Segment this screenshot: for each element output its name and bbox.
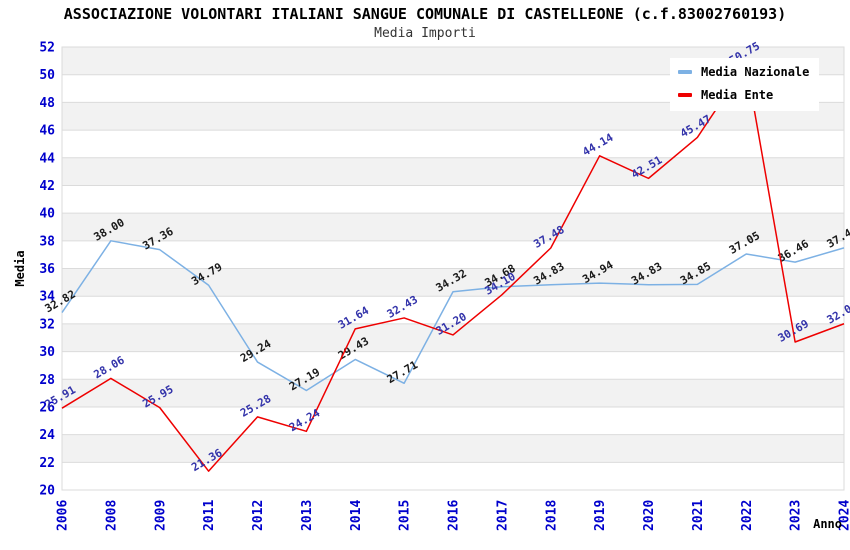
x-tick-label: 2018 — [544, 500, 559, 531]
plot-band — [62, 434, 844, 463]
y-tick-label: 50 — [39, 68, 55, 83]
x-tick-label: 2022 — [740, 500, 755, 531]
plot-band — [62, 323, 844, 352]
chart-title: ASSOCIAZIONE VOLONTARI ITALIANI SANGUE C… — [63, 5, 787, 23]
y-tick-label: 20 — [39, 484, 55, 499]
legend-swatch-media-nazionale — [678, 70, 692, 74]
y-tick-label: 46 — [39, 124, 55, 139]
y-tick-label: 44 — [39, 151, 55, 166]
x-tick-label: 2016 — [447, 500, 462, 531]
legend-label-media-ente: Media Ente — [701, 88, 774, 102]
plot-band — [62, 213, 844, 241]
y-tick-label: 52 — [39, 41, 55, 56]
y-tick-label: 42 — [39, 179, 55, 194]
plot-band — [62, 379, 844, 407]
series-line-media-ente — [61, 63, 845, 472]
x-tick-label: 2024 — [838, 500, 850, 531]
data-label-media-ente: 28.06 — [92, 353, 128, 381]
y-tick-label: 38 — [39, 234, 55, 249]
data-label-media-ente: 44.14 — [580, 131, 616, 159]
data-label-media-ente: 32.43 — [385, 293, 420, 321]
y-tick-label: 28 — [39, 373, 55, 388]
legend-label-media-nazionale: Media Nazionale — [701, 65, 810, 79]
series-line-media-nazionale — [61, 240, 845, 392]
x-tick-label: 2023 — [789, 500, 804, 531]
x-tick-label: 2014 — [349, 500, 364, 531]
y-axis-title: Media — [13, 250, 27, 286]
x-tick-label: 2008 — [104, 500, 119, 531]
x-tick-label: 2012 — [251, 500, 266, 531]
x-tick-label: 2006 — [56, 500, 71, 531]
y-tick-label: 22 — [39, 456, 55, 471]
y-tick-label: 40 — [39, 207, 55, 222]
legend-item-media-nazionale[interactable]: Media Nazionale — [678, 65, 809, 79]
data-label-media-ente: 32.01 — [825, 299, 850, 327]
data-label-media-ente: 24.24 — [287, 406, 323, 434]
x-axis-title: Anno — [813, 517, 842, 531]
plot-band — [62, 157, 844, 186]
x-tick-label: 2017 — [495, 500, 510, 531]
y-tick-label: 32 — [39, 317, 55, 332]
y-tick-label: 34 — [39, 290, 55, 305]
legend-item-media-ente[interactable]: Media Ente — [678, 88, 809, 102]
x-tick-label: 2013 — [300, 500, 315, 531]
y-tick-label: 26 — [39, 400, 55, 415]
legend-swatch-media-ente — [678, 93, 692, 97]
chart-subtitle: Media Importi — [374, 26, 476, 41]
y-tick-label: 48 — [39, 96, 55, 111]
x-tick-label: 2020 — [642, 500, 657, 531]
x-tick-label: 2011 — [202, 500, 217, 531]
plot-border — [61, 46, 845, 491]
x-tick-label: 2019 — [593, 500, 608, 531]
y-tick-label: 36 — [39, 262, 55, 277]
y-tick-label: 24 — [39, 428, 55, 443]
x-tick-label: 2021 — [691, 500, 706, 531]
x-tick-label: 2015 — [398, 500, 413, 531]
y-tick-label: 30 — [39, 345, 55, 360]
legend: Media Nazionale Media Ente — [670, 58, 820, 111]
x-tick-label: 2009 — [153, 500, 168, 531]
